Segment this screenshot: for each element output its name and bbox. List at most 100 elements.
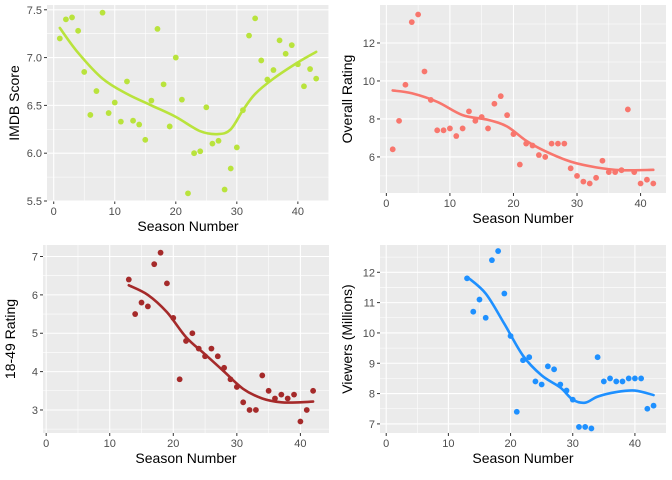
viewers-panel-background [380,245,666,433]
viewers-data-point [582,424,589,430]
viewers-data-point [538,381,545,388]
imdb-data-point [160,81,167,88]
overall-data-point [593,174,599,181]
demo-y-tick-label: 4 [32,367,38,379]
viewers-y-tick-label: 12 [363,267,375,279]
demo-x-tick-label: 30 [231,438,243,450]
overall-data-point [637,180,644,187]
overall-data-point [440,127,447,134]
demo-trend-line [127,283,315,404]
demo-data-point [138,299,145,306]
demo-data-point [132,311,139,317]
18-49-rating-chart: 0 10 20 30 40 3 4 5 6 7 Season Number 18-49 Rating [2,245,329,466]
viewers-data-point [619,378,626,385]
demo-y-tick-label: 6 [32,290,38,302]
imdb-data-point [56,35,63,42]
overall-x-tick-label: 10 [444,198,456,210]
demo-data-point [214,353,221,360]
imdb-data-point [154,26,161,32]
viewers-data-point [650,402,657,409]
viewers-y-axis-title: Viewers (Millions) [339,284,355,393]
overall-data-point [548,140,555,147]
overall-data-point [567,165,574,172]
viewers-x-tick-label: 10 [442,438,454,450]
demo-data-point [157,249,164,256]
viewers-data-point [489,257,495,264]
overall-data-point [485,125,491,132]
demo-data-point [125,276,132,283]
demo-x-tick-label: 40 [294,438,306,450]
viewers-data-point [632,375,638,382]
overall-data-point [580,178,587,185]
demo-data-point [151,261,158,268]
imdb-y-tick-label: 7.0 [27,53,42,65]
viewers-x-tick-label: 40 [629,438,641,450]
imdb-data-point [69,14,75,21]
viewers-data-point [613,378,620,385]
imdb-data-point [111,99,118,106]
imdb-y-tick-label: 5.5 [27,196,42,208]
overall-y-axis-title: Overall Rating [339,55,355,144]
imdb-x-tick-label: 40 [292,206,304,218]
imdb-y-tick-label: 7.5 [27,5,42,17]
viewers-data-point [476,296,483,303]
imdb-data-point [258,57,265,64]
demo-data-point [284,395,291,402]
viewers-data-point [544,363,551,370]
imdb-data-point [185,190,191,197]
imdb-x-tick-label: 20 [170,206,182,218]
overall-data-point [555,140,561,147]
imdb-data-point [148,97,155,104]
imdb-data-point [93,88,100,94]
overall-data-point [447,125,453,132]
demo-x-axis-title: Season Number [135,450,237,466]
overall-data-point [516,161,523,168]
overall-data-point [535,152,542,158]
imdb-score-chart: 0 10 20 30 40 5.5 6.0 6.5 7.0 7.5 Season Number IMD… [6,5,329,234]
imdb-data-point [270,67,277,73]
overall-data-point [466,108,472,115]
viewers-data-point [495,248,502,254]
overall-y-tick-label: 8 [369,114,375,126]
demo-data-point [253,407,259,413]
imdb-data-point [178,96,185,103]
overall-data-point [605,169,612,176]
imdb-data-point [172,54,179,61]
overall-data-point [599,157,606,164]
viewers-data-point [526,354,533,361]
overall-x-tick-label: 0 [383,198,389,210]
demo-y-tick-label: 7 [32,252,38,264]
viewers-data-point [644,405,651,412]
imdb-data-point [105,110,112,116]
viewers-data-point [501,290,508,297]
overall-y-tick-label: 12 [363,38,375,50]
viewers-data-point [625,375,632,382]
imdb-data-point [142,136,149,143]
overall-trend-line [391,89,655,172]
overall-data-point [491,100,498,107]
viewers-data-point [551,366,557,373]
demo-data-point [164,280,170,287]
demo-data-point [246,407,253,413]
overall-data-point [650,180,657,187]
overall-rating-chart: 0 10 20 30 40 6 8 10 12 Season Number Overall Rati… [339,5,666,226]
imdb-trend-line [58,26,318,136]
viewers-data-point [513,408,520,415]
imdb-data-point [301,83,307,90]
demo-data-point [259,372,266,379]
viewers-x-tick-label: 20 [504,438,516,450]
demo-data-point [265,387,272,394]
demo-y-axis-title: 18-49 Rating [2,299,18,379]
overall-data-point [408,19,415,25]
imdb-data-point [288,42,295,49]
demo-data-point [272,395,278,402]
imdb-data-point [197,148,204,155]
imdb-data-point [227,165,234,172]
viewers-data-point [576,424,582,430]
viewers-data-point [594,354,601,361]
demo-data-point [208,345,215,352]
viewers-data-point [638,375,645,382]
viewers-y-tick-label: 9 [369,358,375,370]
imdb-data-point [124,78,130,85]
